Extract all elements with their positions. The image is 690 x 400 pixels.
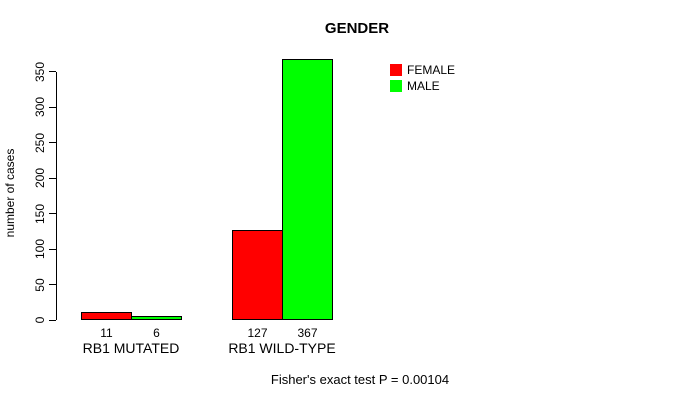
- bar-male-1: [131, 316, 182, 320]
- legend-label-male: MALE: [407, 79, 440, 93]
- y-axis-line: [56, 71, 57, 320]
- legend-label-female: FEMALE: [407, 63, 456, 77]
- bar-value-label: 127: [247, 326, 268, 340]
- y-tick: [49, 213, 56, 214]
- chart-title: GENDER: [324, 20, 390, 37]
- legend: FEMALE MALE: [390, 62, 455, 94]
- y-tick: [49, 177, 56, 179]
- bar-female-2: [232, 230, 283, 320]
- bar-value-label: 11: [100, 326, 113, 340]
- y-tick: [49, 106, 56, 108]
- y-tick-label: 150: [33, 203, 47, 224]
- y-tick-label: 250: [33, 132, 47, 153]
- y-tick-label: 200: [33, 167, 47, 189]
- legend-item-female: FEMALE: [390, 62, 455, 78]
- y-tick: [49, 142, 56, 143]
- y-tick-label: 100: [33, 238, 47, 260]
- statistical-test-footnote: Fisher's exact test P = 0.00104: [270, 372, 450, 387]
- y-tick-label: 0: [33, 316, 47, 324]
- male-color-swatch: [390, 80, 402, 92]
- bar-male-2: [282, 59, 333, 320]
- bar-female-1: [81, 312, 132, 320]
- y-tick: [49, 71, 56, 72]
- y-tick: [49, 248, 56, 250]
- legend-item-male: MALE: [390, 78, 455, 94]
- y-tick: [49, 319, 56, 321]
- category-label: RB1 MUTATED: [82, 340, 180, 356]
- y-tick-label: 50: [33, 277, 47, 292]
- bar-value-label: 367: [297, 326, 318, 340]
- y-tick-label: 300: [33, 96, 47, 118]
- y-tick-label: 350: [33, 61, 47, 82]
- category-label: RB1 WILD-TYPE: [228, 340, 336, 356]
- female-color-swatch: [390, 64, 402, 76]
- y-axis-label: number of cases: [3, 148, 17, 238]
- y-tick: [49, 284, 56, 285]
- bar-value-label: 6: [153, 326, 160, 340]
